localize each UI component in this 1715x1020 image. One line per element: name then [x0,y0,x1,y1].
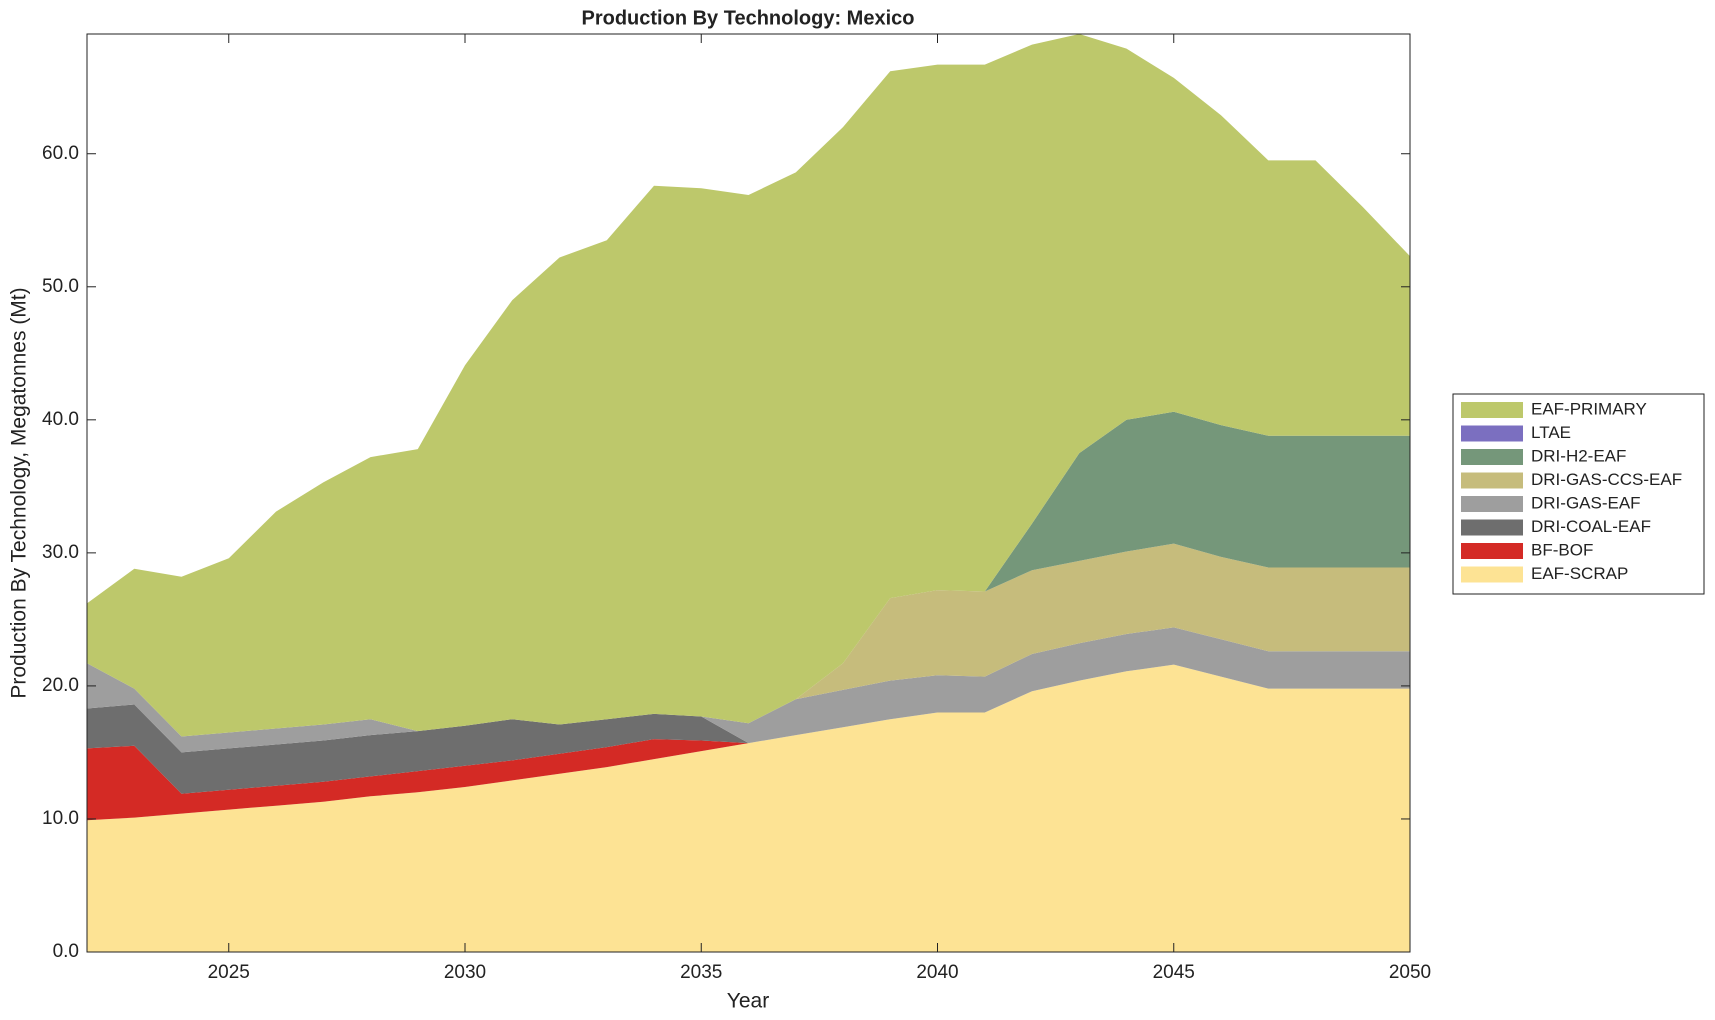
area [87,411,1410,737]
legend-swatch [1461,449,1523,465]
legend-swatch [1461,402,1523,418]
legend-label: LTAE [1531,423,1571,442]
legend-swatch [1461,496,1523,512]
legend-label: DRI-GAS-CCS-EAF [1531,470,1682,489]
y-tick-label: 50.0 [42,276,79,297]
area [87,664,1410,794]
area [87,34,1410,737]
legend-label: DRI-COAL-EAF [1531,517,1651,536]
legend-label: EAF-SCRAP [1531,564,1628,583]
chart-title: Production By Technology: Mexico [582,7,915,29]
y-axis-label: Production By Technology, Megatonnes (Mt… [8,287,31,698]
y-tick-label: 40.0 [42,409,79,430]
y-tick-label: 10.0 [42,808,79,829]
y-tick-label: 0.0 [53,941,79,962]
x-tick-label: 2040 [916,962,958,983]
y-tick-label: 60.0 [42,143,79,164]
legend-swatch [1461,543,1523,559]
x-tick-label: 2025 [208,962,250,983]
area [87,543,1410,737]
legend-label: DRI-H2-EAF [1531,446,1626,465]
x-tick-label: 2035 [680,962,722,983]
x-tick-label: 2030 [444,962,486,983]
area [87,664,1410,821]
legend-swatch [1461,425,1523,442]
legend-label: BF-BOF [1531,540,1593,559]
area [87,627,1410,753]
legend-swatch [1461,519,1523,536]
legend-swatch [1461,566,1523,583]
area [87,664,1410,952]
plot-frame [86,33,1411,953]
legend-swatch [1461,472,1523,489]
y-tick-label: 30.0 [42,542,79,563]
x-axis-label: Year [727,990,769,1013]
x-tick-label: 2045 [1153,962,1195,983]
x-tick-label: 2050 [1389,962,1431,983]
legend-label: DRI-GAS-EAF [1531,493,1641,512]
y-tick-label: 20.0 [42,675,79,696]
legend-label: EAF-PRIMARY [1531,399,1647,418]
